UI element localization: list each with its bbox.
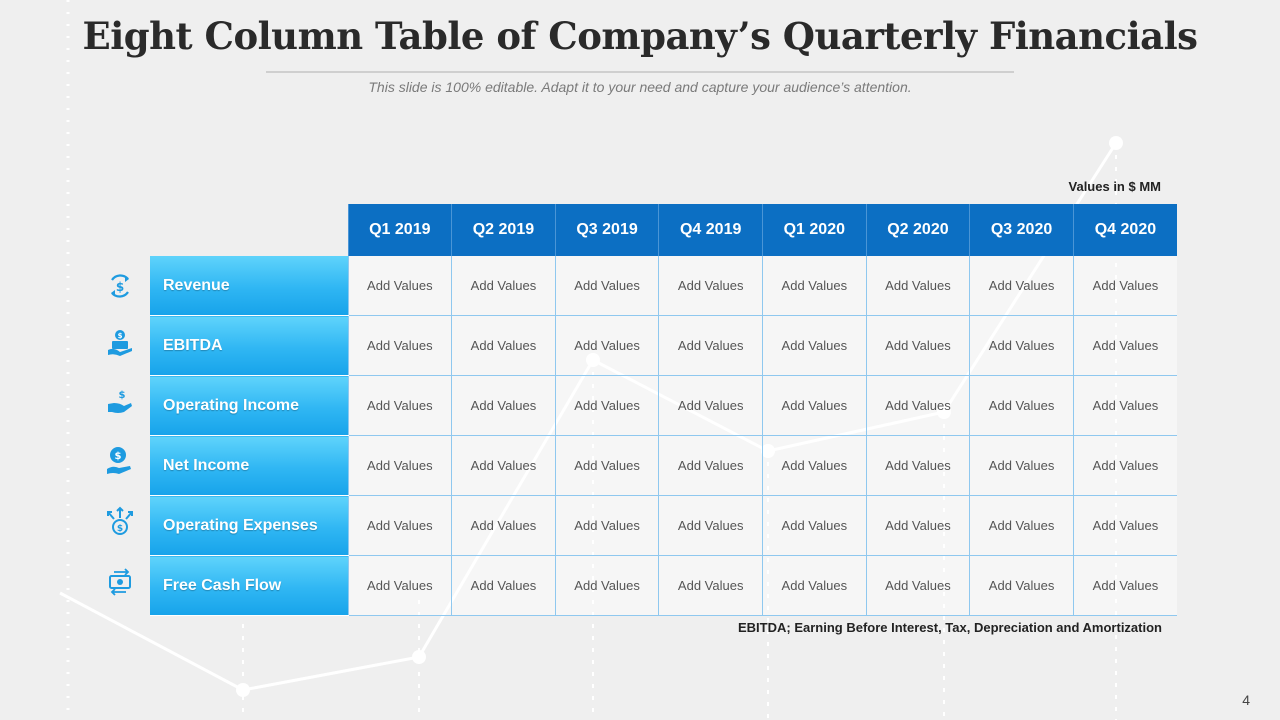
money-hand-icon: $: [108, 330, 132, 356]
table-row-ebitda: EBITDA Add Values Add Values Add Values …: [150, 315, 1177, 376]
value-cell[interactable]: Add Values: [1072, 315, 1177, 376]
column-header: Q1 2019: [347, 204, 452, 256]
value-cell[interactable]: Add Values: [451, 375, 556, 436]
value-cell[interactable]: Add Values: [347, 256, 452, 316]
value-cell[interactable]: Add Values: [554, 435, 659, 496]
row-label: EBITDA: [150, 315, 348, 376]
value-cell[interactable]: Add Values: [865, 435, 970, 496]
column-header: Q2 2020: [865, 204, 970, 256]
dollar-cycle-icon: $: [111, 274, 129, 298]
table-row-operating-expenses: Operating Expenses Add Values Add Values…: [150, 495, 1177, 556]
column-header: Q1 2020: [762, 204, 867, 256]
value-cell[interactable]: Add Values: [347, 495, 452, 556]
value-cell[interactable]: Add Values: [451, 315, 556, 376]
svg-text:$: $: [117, 524, 123, 534]
row-label: Operating Income: [150, 375, 348, 436]
value-cell[interactable]: Add Values: [969, 555, 1074, 616]
value-cell[interactable]: Add Values: [554, 495, 659, 556]
slide-title: Eight Column Table of Company’s Quarterl…: [82, 14, 1198, 58]
table-row-revenue: Revenue Add Values Add Values Add Values…: [150, 256, 1177, 316]
value-cell[interactable]: Add Values: [865, 256, 970, 316]
value-cell[interactable]: Add Values: [347, 375, 452, 436]
ebitda-footnote: EBITDA; Earning Before Interest, Tax, De…: [737, 620, 1162, 635]
value-cell[interactable]: Add Values: [865, 315, 970, 376]
table-header-row: Q1 2019 Q2 2019 Q3 2019 Q4 2019 Q1 2020 …: [150, 204, 1177, 256]
value-cell[interactable]: Add Values: [1072, 495, 1177, 556]
income-hand-icon: $: [108, 390, 132, 413]
value-cell[interactable]: Add Values: [762, 256, 867, 316]
value-cell[interactable]: Add Values: [969, 375, 1074, 436]
value-cell[interactable]: Add Values: [347, 435, 452, 496]
column-header: Q4 2019: [658, 204, 763, 256]
value-cell[interactable]: Add Values: [554, 315, 659, 376]
value-cell[interactable]: Add Values: [969, 315, 1074, 376]
svg-text:$: $: [116, 280, 124, 294]
value-cell[interactable]: Add Values: [347, 555, 452, 616]
value-cell[interactable]: Add Values: [554, 375, 659, 436]
row-label: Operating Expenses: [150, 495, 348, 556]
table-row-free-cash-flow: Free Cash Flow Add Values Add Values Add…: [150, 555, 1177, 616]
title-divider: [266, 71, 1014, 73]
value-cell[interactable]: Add Values: [658, 315, 763, 376]
column-header: Q2 2019: [451, 204, 556, 256]
value-cell[interactable]: Add Values: [658, 375, 763, 436]
value-cell[interactable]: Add Values: [451, 256, 556, 316]
value-cell[interactable]: Add Values: [658, 435, 763, 496]
svg-text:$: $: [115, 451, 122, 462]
value-cell[interactable]: Add Values: [451, 495, 556, 556]
row-label: Free Cash Flow: [150, 555, 348, 616]
column-header: Q3 2020: [969, 204, 1074, 256]
units-note: Values in $ MM: [1068, 179, 1161, 194]
value-cell[interactable]: Add Values: [969, 435, 1074, 496]
page-number: 4: [1242, 692, 1250, 708]
value-cell[interactable]: Add Values: [762, 375, 867, 436]
financials-table: Q1 2019 Q2 2019 Q3 2019 Q4 2019 Q1 2020 …: [150, 204, 1177, 616]
column-header: Q4 2020: [1072, 204, 1177, 256]
svg-text:$: $: [119, 390, 126, 401]
slide-subtitle: This slide is 100% editable. Adapt it to…: [368, 79, 912, 95]
value-cell[interactable]: Add Values: [1072, 555, 1177, 616]
row-label: Net Income: [150, 435, 348, 496]
value-cell[interactable]: Add Values: [658, 256, 763, 316]
value-cell[interactable]: Add Values: [1072, 375, 1177, 436]
value-cell[interactable]: Add Values: [451, 435, 556, 496]
table-row-operating-income: Operating Income Add Values Add Values A…: [150, 375, 1177, 436]
value-cell[interactable]: Add Values: [347, 315, 452, 376]
value-cell[interactable]: Add Values: [451, 555, 556, 616]
value-cell[interactable]: Add Values: [969, 256, 1074, 316]
svg-text:$: $: [118, 332, 123, 340]
row-label: Revenue: [150, 256, 348, 316]
value-cell[interactable]: Add Values: [658, 555, 763, 616]
value-cell[interactable]: Add Values: [1072, 435, 1177, 496]
column-header: Q3 2019: [554, 204, 659, 256]
coin-hand-icon: $: [107, 447, 131, 474]
value-cell[interactable]: Add Values: [865, 375, 970, 436]
table-row-net-income: Net Income Add Values Add Values Add Val…: [150, 435, 1177, 496]
value-cell[interactable]: Add Values: [554, 555, 659, 616]
cash-exchange-icon: [109, 568, 131, 596]
header-corner: [150, 204, 348, 256]
value-cell[interactable]: Add Values: [762, 495, 867, 556]
value-cell[interactable]: Add Values: [969, 495, 1074, 556]
value-cell[interactable]: Add Values: [762, 315, 867, 376]
value-cell[interactable]: Add Values: [762, 555, 867, 616]
value-cell[interactable]: Add Values: [1072, 256, 1177, 316]
value-cell[interactable]: Add Values: [658, 495, 763, 556]
value-cell[interactable]: Add Values: [865, 495, 970, 556]
value-cell[interactable]: Add Values: [865, 555, 970, 616]
value-cell[interactable]: Add Values: [554, 256, 659, 316]
coin-arrows-icon: $: [107, 506, 133, 535]
value-cell[interactable]: Add Values: [762, 435, 867, 496]
